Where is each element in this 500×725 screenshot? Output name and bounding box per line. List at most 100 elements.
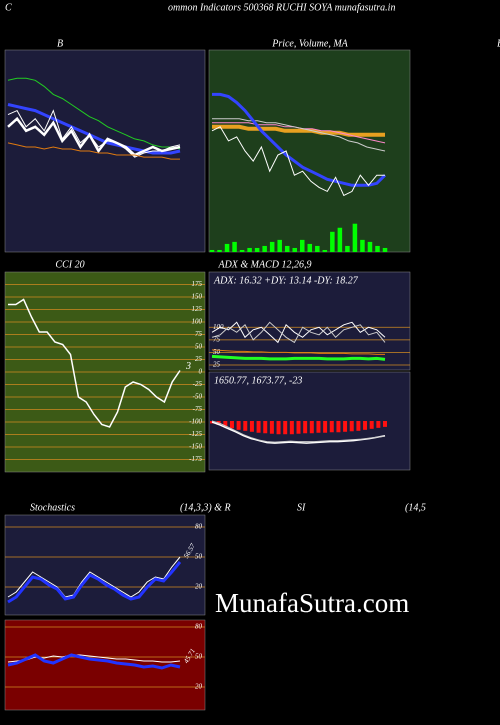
series-line [7, 142, 180, 160]
bar [356, 421, 361, 431]
y-tick-label: 150 [192, 293, 203, 301]
y-tick-label: -75 [193, 405, 203, 413]
bar [236, 421, 241, 430]
series-line [212, 92, 387, 187]
y-tick-label: 75 [195, 330, 203, 338]
y-tick-label: 75 [213, 335, 221, 343]
bar [345, 245, 350, 252]
series-line [211, 421, 386, 444]
bar [256, 421, 261, 433]
header-title: ommon Indicators 500368 RUCHI SOYA munaf… [168, 2, 395, 13]
bar [209, 249, 215, 252]
series-line [211, 420, 386, 443]
bar [352, 223, 358, 252]
y-tick-label: -175 [189, 455, 202, 463]
panel [208, 271, 411, 371]
bar [315, 245, 320, 252]
panel [4, 514, 206, 616]
stoch-heading: (14,5 [405, 502, 426, 513]
series-line [7, 653, 181, 670]
bar [307, 243, 313, 252]
bar [322, 249, 328, 252]
y-tick-label: 25 [195, 355, 203, 363]
bar [239, 249, 245, 252]
bar [329, 421, 334, 433]
series-line [7, 556, 181, 598]
header-left: C [5, 2, 12, 13]
y-tick-label: 100 [213, 323, 224, 331]
stoch-heading: Stochastics [30, 502, 75, 513]
bar [243, 421, 248, 431]
y-tick-label: -100 [189, 418, 202, 426]
series-line [7, 103, 181, 155]
bar [262, 245, 267, 252]
y-tick-label: 125 [192, 305, 203, 313]
y-tick-label: -150 [189, 443, 202, 451]
y-tick-label: 25 [213, 361, 221, 369]
bar [284, 245, 290, 252]
y-tick-label: 50 [195, 343, 203, 351]
series-line [8, 298, 181, 428]
y-tick-label: 20 [195, 683, 203, 691]
bar [336, 421, 341, 433]
bar [343, 421, 348, 432]
bar [232, 241, 237, 252]
bar [349, 421, 354, 432]
bar [283, 421, 288, 435]
panel [4, 49, 206, 253]
panel-subtitle: ADX: 16.32 +DY: 13.14 -DY: 18.27 [213, 275, 359, 286]
y-tick-label: 50 [213, 348, 221, 356]
bar [289, 421, 294, 435]
panel-title: ADX & MACD 12,26,9 [217, 259, 311, 270]
y-tick-label: -125 [189, 430, 202, 438]
bar [296, 421, 301, 434]
series-line [7, 77, 181, 150]
bar [363, 421, 368, 430]
series-line [7, 116, 181, 157]
panel [208, 49, 411, 253]
bar [269, 241, 275, 252]
bar [263, 421, 268, 434]
y-tick-label: 50 [195, 653, 203, 661]
bar [254, 247, 260, 252]
bar [316, 421, 321, 433]
y-tick-label: 50 [195, 553, 203, 561]
bar [249, 421, 254, 432]
stoch-heading: (14,3,3) & R [180, 502, 231, 513]
panel-subtitle: 1650.77, 1673.77, -23 [214, 375, 302, 386]
y-tick-label: 80 [195, 623, 203, 631]
series-line [212, 118, 386, 152]
bar [303, 421, 308, 434]
series-line [211, 349, 385, 355]
bar [383, 421, 387, 427]
bar [375, 245, 380, 252]
bar [224, 243, 230, 252]
series-line [7, 561, 182, 604]
series-line [211, 126, 385, 197]
stoch-heading: SI [297, 502, 306, 513]
panel-title: CCI 20 [55, 259, 84, 270]
bar [300, 239, 305, 252]
y-tick-label: 175 [192, 280, 203, 288]
bar [309, 421, 314, 434]
bar [247, 247, 252, 252]
panel-title: Price, Volume, MA [271, 38, 348, 49]
bar [229, 421, 234, 429]
y-tick-label: 80 [195, 523, 203, 531]
y-tick-label: 20 [195, 583, 203, 591]
y-tick-label: -25 [193, 380, 203, 388]
bar [382, 247, 388, 252]
bar [269, 421, 274, 434]
bar [376, 421, 381, 428]
series-line [211, 321, 386, 344]
watermark: MunafaSutra.com [215, 588, 409, 618]
bar [369, 421, 374, 429]
bar [277, 239, 282, 252]
bar [330, 231, 335, 252]
series-line [212, 124, 385, 137]
series-line [211, 354, 386, 361]
header-right: B [497, 38, 500, 49]
y-tick-label: 0 [199, 368, 203, 376]
end-label: 3 [185, 361, 191, 372]
